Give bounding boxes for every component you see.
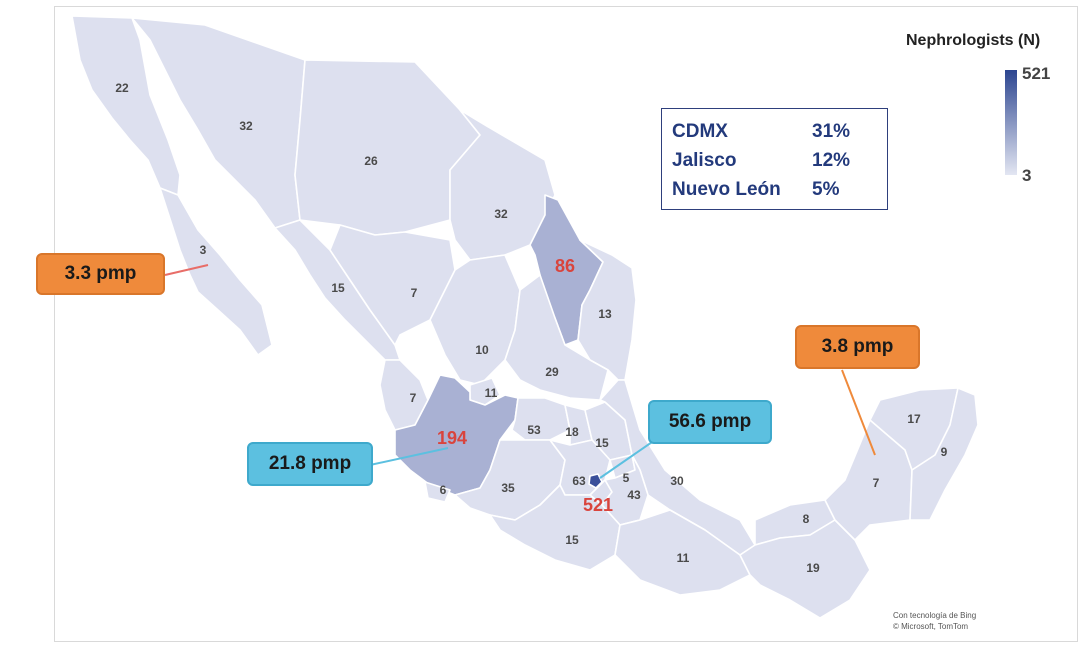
label-jalisco: 194 xyxy=(437,428,467,448)
label-campeche: 7 xyxy=(873,476,880,490)
share-state: Jalisco xyxy=(672,150,737,171)
callout-quintana-roo-pmp: 3.8 pmp xyxy=(795,325,920,369)
label-chihuahua: 26 xyxy=(364,154,378,168)
share-pct: 31% xyxy=(812,121,851,142)
label-aguascalientes: 11 xyxy=(485,386,498,400)
state-guerrero xyxy=(489,484,621,571)
share-pct: 12% xyxy=(812,150,851,171)
label-tabasco: 8 xyxy=(803,512,810,526)
connector-bcs xyxy=(164,264,209,276)
share-state: CDMX xyxy=(672,121,728,142)
state-guanajuato xyxy=(511,397,571,441)
map-attribution: Con tecnología de Bing © Microsoft, TomT… xyxy=(893,610,976,632)
legend-title: Nephrologists (N) xyxy=(906,32,1041,49)
label-san-luis-potosi: 29 xyxy=(545,365,559,379)
label-cdmx: 521 xyxy=(583,495,613,515)
label-baja-california-sur: 3 xyxy=(200,243,207,257)
label-chiapas: 19 xyxy=(806,561,820,575)
label-sinaloa: 15 xyxy=(331,281,345,295)
share-table: CDMX 31% Jalisco 12% Nuevo León 5% xyxy=(661,108,888,210)
state-colima xyxy=(424,481,451,503)
label-queretaro: 18 xyxy=(565,425,579,439)
state-quintana-roo xyxy=(909,387,979,521)
share-pct: 5% xyxy=(812,179,840,200)
label-estado-de-mexico: 63 xyxy=(572,474,586,488)
callout-bcs-pmp: 3.3 pmp xyxy=(36,253,165,295)
callout-jalisco-pmp: 21.8 pmp xyxy=(247,442,373,486)
share-row-nuevo-leon: Nuevo León 5% xyxy=(672,175,877,204)
label-nuevo-leon: 86 xyxy=(555,256,575,276)
callout-cdmx-pmp: 56.6 pmp xyxy=(648,400,772,444)
label-oaxaca: 11 xyxy=(677,551,690,565)
state-zacatecas xyxy=(429,254,521,386)
label-hidalgo: 15 xyxy=(595,436,609,450)
label-nayarit: 7 xyxy=(410,391,417,405)
legend-min-label: 3 xyxy=(1022,166,1032,185)
label-zacatecas: 10 xyxy=(475,343,489,357)
state-baja-california-sur xyxy=(159,187,273,356)
connector-cdmx xyxy=(599,439,656,479)
label-tlaxcala: 5 xyxy=(623,471,630,485)
state-chiapas xyxy=(739,519,871,619)
legend-color-scale xyxy=(1005,70,1017,175)
label-yucatan: 17 xyxy=(907,412,921,426)
label-tamaulipas: 13 xyxy=(598,307,612,321)
share-state: Nuevo León xyxy=(672,179,781,200)
label-sonora: 32 xyxy=(239,119,253,133)
attribution-line-2: © Microsoft, TomTom xyxy=(893,622,969,631)
label-coahuila: 32 xyxy=(494,207,508,221)
label-colima: 6 xyxy=(440,483,447,497)
connector-jalisco xyxy=(369,447,449,466)
share-row-cdmx: CDMX 31% xyxy=(672,117,877,146)
attribution-line-1: Con tecnología de Bing xyxy=(893,611,977,620)
legend-max-label: 521 xyxy=(1022,64,1051,83)
label-guerrero: 15 xyxy=(565,533,579,547)
label-quintana-roo: 9 xyxy=(941,445,948,459)
connector-quintana-roo xyxy=(841,369,876,456)
label-veracruz: 30 xyxy=(670,474,684,488)
state-tamaulipas xyxy=(577,239,637,381)
label-michoacan: 35 xyxy=(501,481,515,495)
label-puebla: 43 xyxy=(627,488,641,502)
label-durango: 7 xyxy=(411,286,418,300)
share-row-jalisco: Jalisco 12% xyxy=(672,146,877,175)
label-guanajuato: 53 xyxy=(527,423,541,437)
label-baja-california: 22 xyxy=(115,81,129,95)
